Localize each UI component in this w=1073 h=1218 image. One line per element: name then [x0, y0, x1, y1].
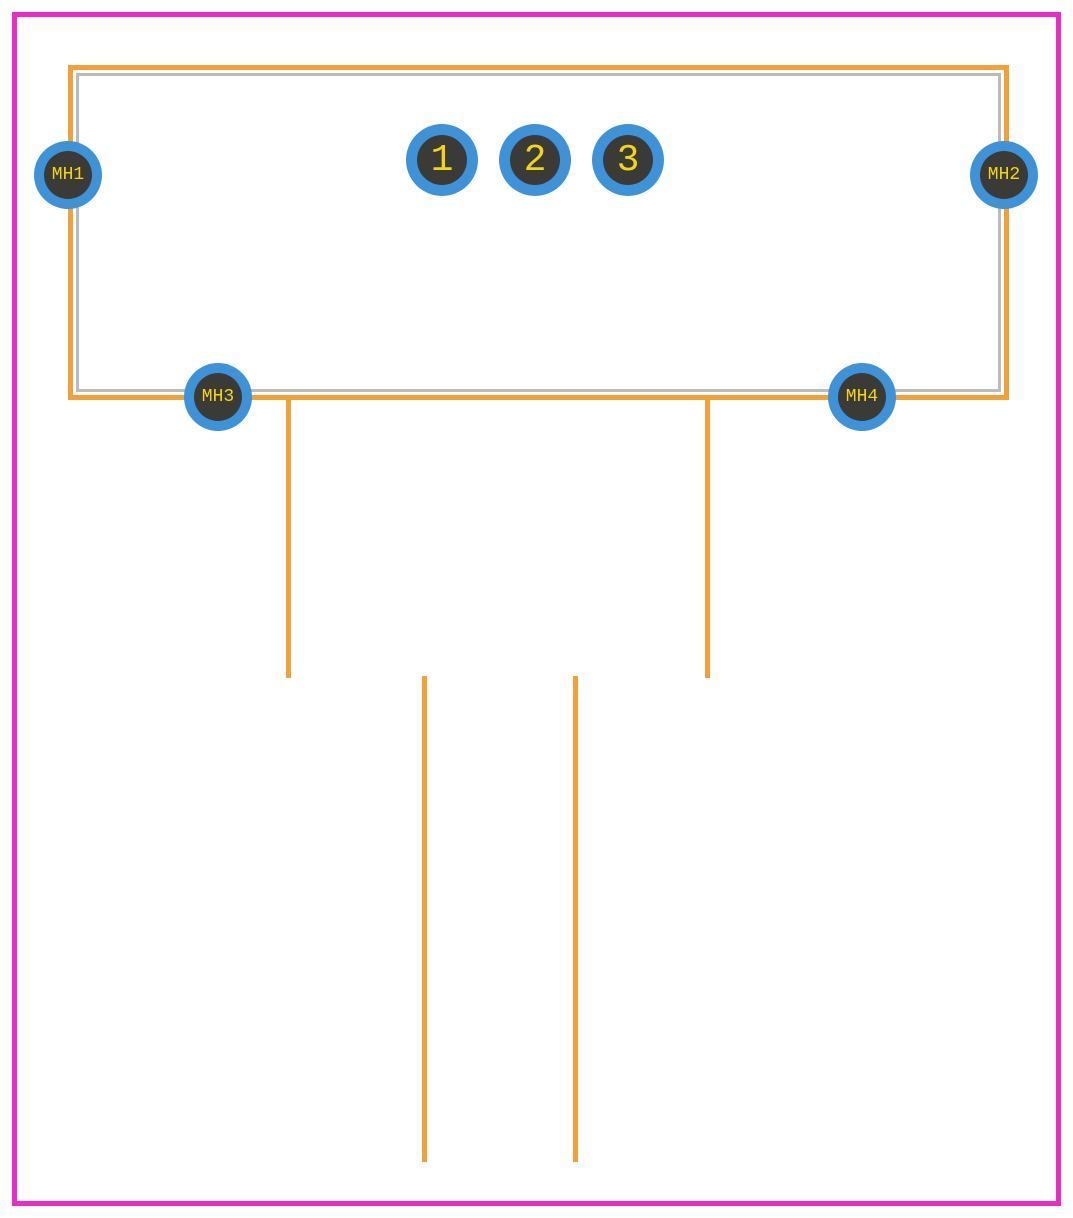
pad-label-pin1: 1 — [406, 124, 478, 196]
pad-mh1: MH1 — [34, 141, 102, 209]
pad-pin1: 1 — [406, 124, 478, 196]
pad-mh3: MH3 — [184, 363, 252, 431]
shaft-mid — [286, 398, 710, 678]
pad-pin3: 3 — [592, 124, 664, 196]
pad-pin2: 2 — [499, 124, 571, 196]
shaft-narrow — [422, 676, 578, 1162]
body-outline-outer — [68, 65, 1009, 400]
pad-label-mh4: MH4 — [828, 363, 896, 431]
pad-label-pin3: 3 — [592, 124, 664, 196]
pad-mh2: MH2 — [970, 141, 1038, 209]
pad-label-mh3: MH3 — [184, 363, 252, 431]
pad-label-mh2: MH2 — [970, 141, 1038, 209]
pad-label-pin2: 2 — [499, 124, 571, 196]
pad-label-mh1: MH1 — [34, 141, 102, 209]
pad-mh4: MH4 — [828, 363, 896, 431]
